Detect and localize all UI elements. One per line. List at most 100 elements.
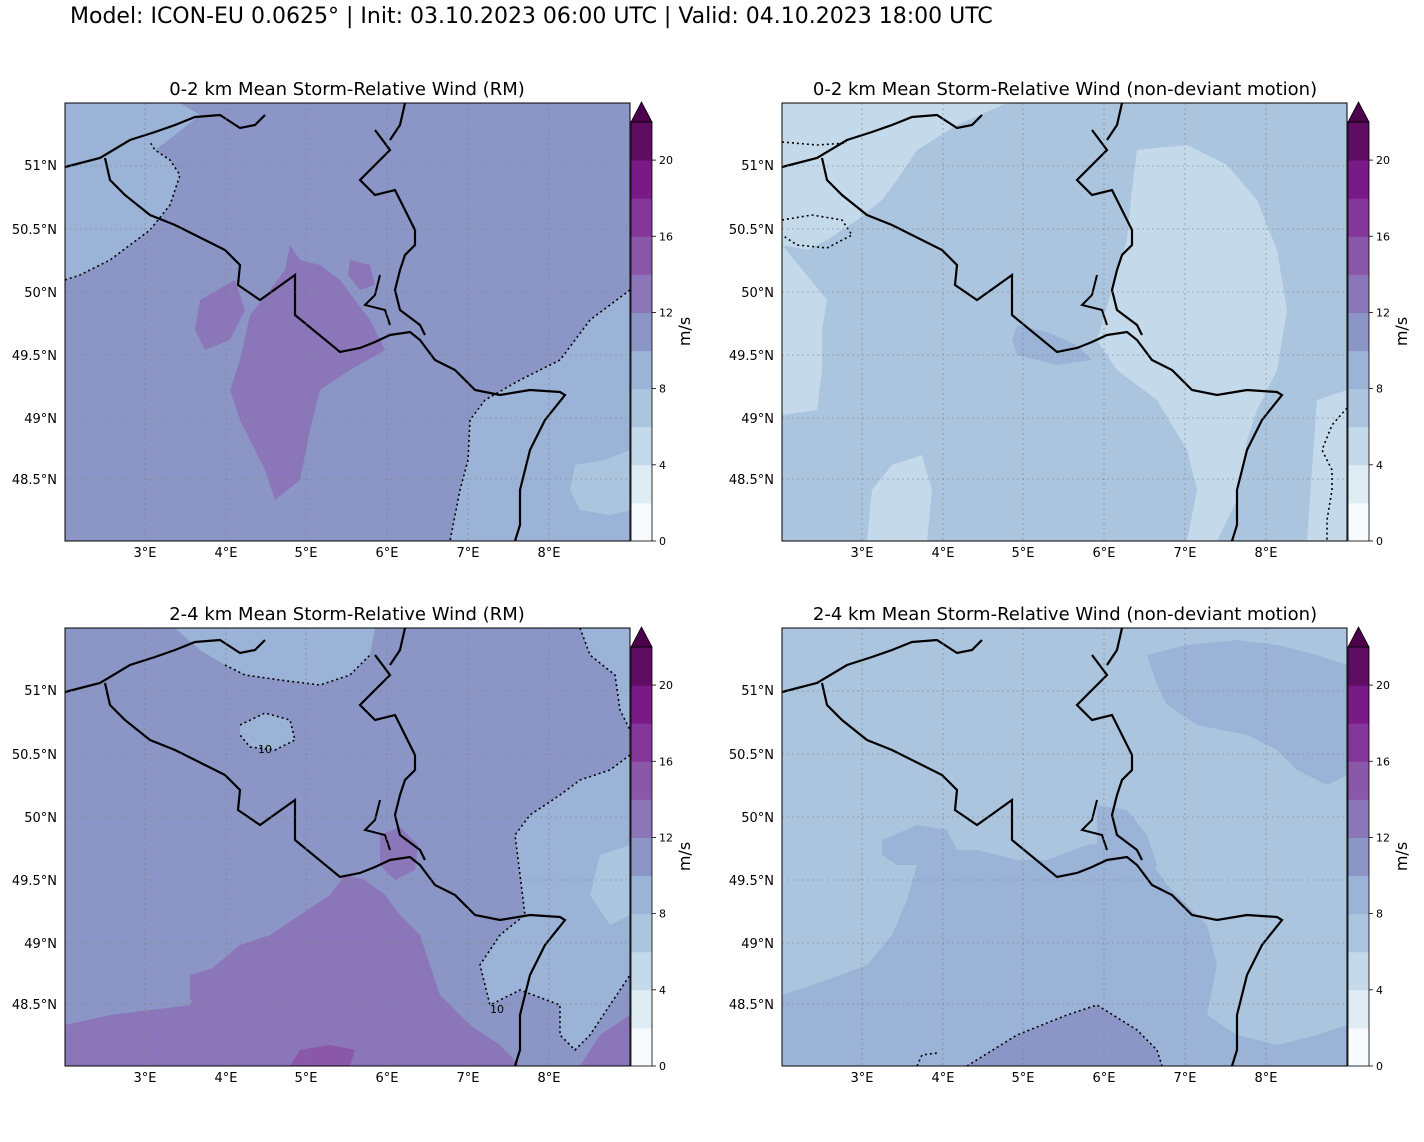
colorbar-segment	[631, 837, 652, 877]
lat-tick-label: 48.5°N	[729, 473, 774, 488]
lon-tick-label: 8°E	[1255, 1071, 1278, 1086]
colorbar: 0 4 8 12 16 20 m/s	[1347, 626, 1411, 1073]
colorbar-tick-label: 20	[659, 154, 673, 167]
lat-tick-label: 49.5°N	[729, 874, 774, 889]
lon-tick-label: 6°E	[1093, 1071, 1116, 1086]
coastline	[64, 113, 266, 169]
lat-tick-label: 50.5°N	[12, 223, 57, 238]
colorbar-unit-label: m/s	[675, 842, 694, 871]
wind-field-region	[1307, 390, 1347, 541]
panel-title: 0-2 km Mean Storm-Relative Wind (non-dev…	[813, 79, 1317, 100]
colorbar-segment	[631, 502, 652, 542]
colorbar-segment	[631, 761, 652, 800]
lat-tick-label: 50°N	[741, 811, 774, 826]
lon-tick-label: 3°E	[851, 1071, 874, 1086]
map-svg: 2-4 km Mean Storm-Relative Wind (non-dev…	[729, 604, 1411, 1086]
colorbar-unit-label: m/s	[1392, 842, 1411, 871]
border-line	[103, 157, 567, 542]
map-svg: 0-2 km Mean Storm-Relative Wind (RM) 3°E	[12, 79, 694, 561]
colorbar-segment	[1348, 989, 1369, 1029]
wind-field-region	[1097, 805, 1157, 885]
gridlines	[782, 628, 1347, 1066]
border-line	[1106, 627, 1124, 666]
border-line	[820, 682, 1284, 1067]
lat-tick-label: 49°N	[24, 937, 57, 952]
border-line	[1106, 102, 1124, 141]
wind-field-region	[867, 455, 932, 541]
colorbar-segment	[1348, 388, 1369, 428]
colorbar-tick-label: 8	[659, 908, 666, 921]
colorbar-tick-label: 8	[1376, 383, 1383, 396]
map-svg: 0-2 km Mean Storm-Relative Wind (non-dev…	[729, 79, 1411, 561]
contour-line	[479, 627, 631, 1052]
lat-tick-label: 49°N	[741, 412, 774, 427]
lon-tick-label: 4°E	[932, 1071, 955, 1086]
coastline	[781, 113, 983, 169]
contour-line	[239, 712, 296, 751]
colorbar-segment	[631, 122, 652, 161]
colorbar-segment	[631, 1027, 652, 1067]
colorbar-tick-label: 8	[1376, 908, 1383, 921]
lat-tick-label: 50.5°N	[12, 748, 57, 763]
colorbar-segment	[631, 647, 652, 686]
lon-tick-label: 7°E	[1174, 546, 1197, 561]
colorbar-tick-label: 16	[659, 230, 673, 243]
colorbar-segment	[631, 723, 652, 762]
lon-tick-label: 6°E	[1093, 546, 1116, 561]
colorbar-tick-label: 20	[1376, 679, 1390, 692]
contour-line	[781, 214, 854, 249]
border-line	[1075, 129, 1143, 336]
border-line	[1080, 799, 1108, 851]
colorbar-unit-label: m/s	[675, 317, 694, 346]
lon-tick-label: 6°E	[376, 546, 399, 561]
lat-tick-label: 50°N	[24, 286, 57, 301]
colorbar: 0 4 8 12 16 20 m/s	[630, 626, 694, 1073]
wind-field-region	[782, 840, 1347, 1066]
colorbar-segment	[1348, 951, 1369, 991]
lat-tick-label: 48.5°N	[12, 473, 57, 488]
border-line	[1075, 654, 1143, 861]
colorbar-extend-arrow	[1347, 101, 1370, 123]
lat-tick-label: 49.5°N	[729, 349, 774, 364]
lat-tick-label: 49.5°N	[12, 874, 57, 889]
panel-nondeviant-2-4km: 2-4 km Mean Storm-Relative Wind (non-dev…	[717, 595, 1424, 1142]
colorbar-extend-arrow	[630, 626, 653, 648]
colorbar-segment	[1348, 426, 1369, 466]
colorbar-segment	[1348, 647, 1369, 686]
lat-tick-label: 50°N	[741, 286, 774, 301]
panel-title: 2-4 km Mean Storm-Relative Wind (RM)	[169, 604, 525, 625]
lat-tick-label: 49.5°N	[12, 349, 57, 364]
colorbar-segment	[1348, 913, 1369, 953]
gridlines	[65, 103, 630, 541]
lon-tick-label: 5°E	[295, 546, 318, 561]
lat-tick-label: 50°N	[24, 811, 57, 826]
wind-field-region	[782, 245, 827, 415]
lat-tick-label: 51°N	[741, 159, 774, 174]
colorbar-frame	[630, 646, 653, 1067]
colorbar-frame	[630, 121, 653, 542]
lon-tick-label: 8°E	[538, 546, 561, 561]
lon-tick-label: 5°E	[295, 1071, 318, 1086]
lon-tick-label: 4°E	[215, 546, 238, 561]
coastline	[781, 638, 983, 694]
gridlines	[65, 628, 630, 1066]
wind-field-region	[590, 845, 630, 925]
gridlines	[782, 103, 1347, 541]
wind-field-region	[290, 1045, 355, 1066]
colorbar-segment	[631, 236, 652, 275]
border-line	[389, 627, 407, 666]
lon-tick-label: 5°E	[1012, 1071, 1035, 1086]
axis-ticks: 3°E 4°E 5°E 6°E 7°E 8°E 51°N 50.5°N 50°N…	[12, 159, 561, 561]
panel-title: 2-4 km Mean Storm-Relative Wind (non-dev…	[813, 604, 1317, 625]
colorbar-segment	[1348, 274, 1369, 313]
wind-field-region	[580, 1015, 630, 1066]
axis-ticks: 3°E 4°E 5°E 6°E 7°E 8°E 51°N 50.5°N 50°N…	[729, 684, 1278, 1086]
wind-field-region	[195, 280, 245, 350]
wind-field-region	[1147, 640, 1347, 785]
colorbar-segment	[1348, 761, 1369, 800]
border-line	[1080, 274, 1108, 326]
wind-field-region	[882, 825, 957, 865]
colorbar-tick-label: 0	[659, 1060, 666, 1073]
wind-field-region	[480, 628, 630, 1050]
colorbar-tick-label: 16	[1376, 230, 1390, 243]
